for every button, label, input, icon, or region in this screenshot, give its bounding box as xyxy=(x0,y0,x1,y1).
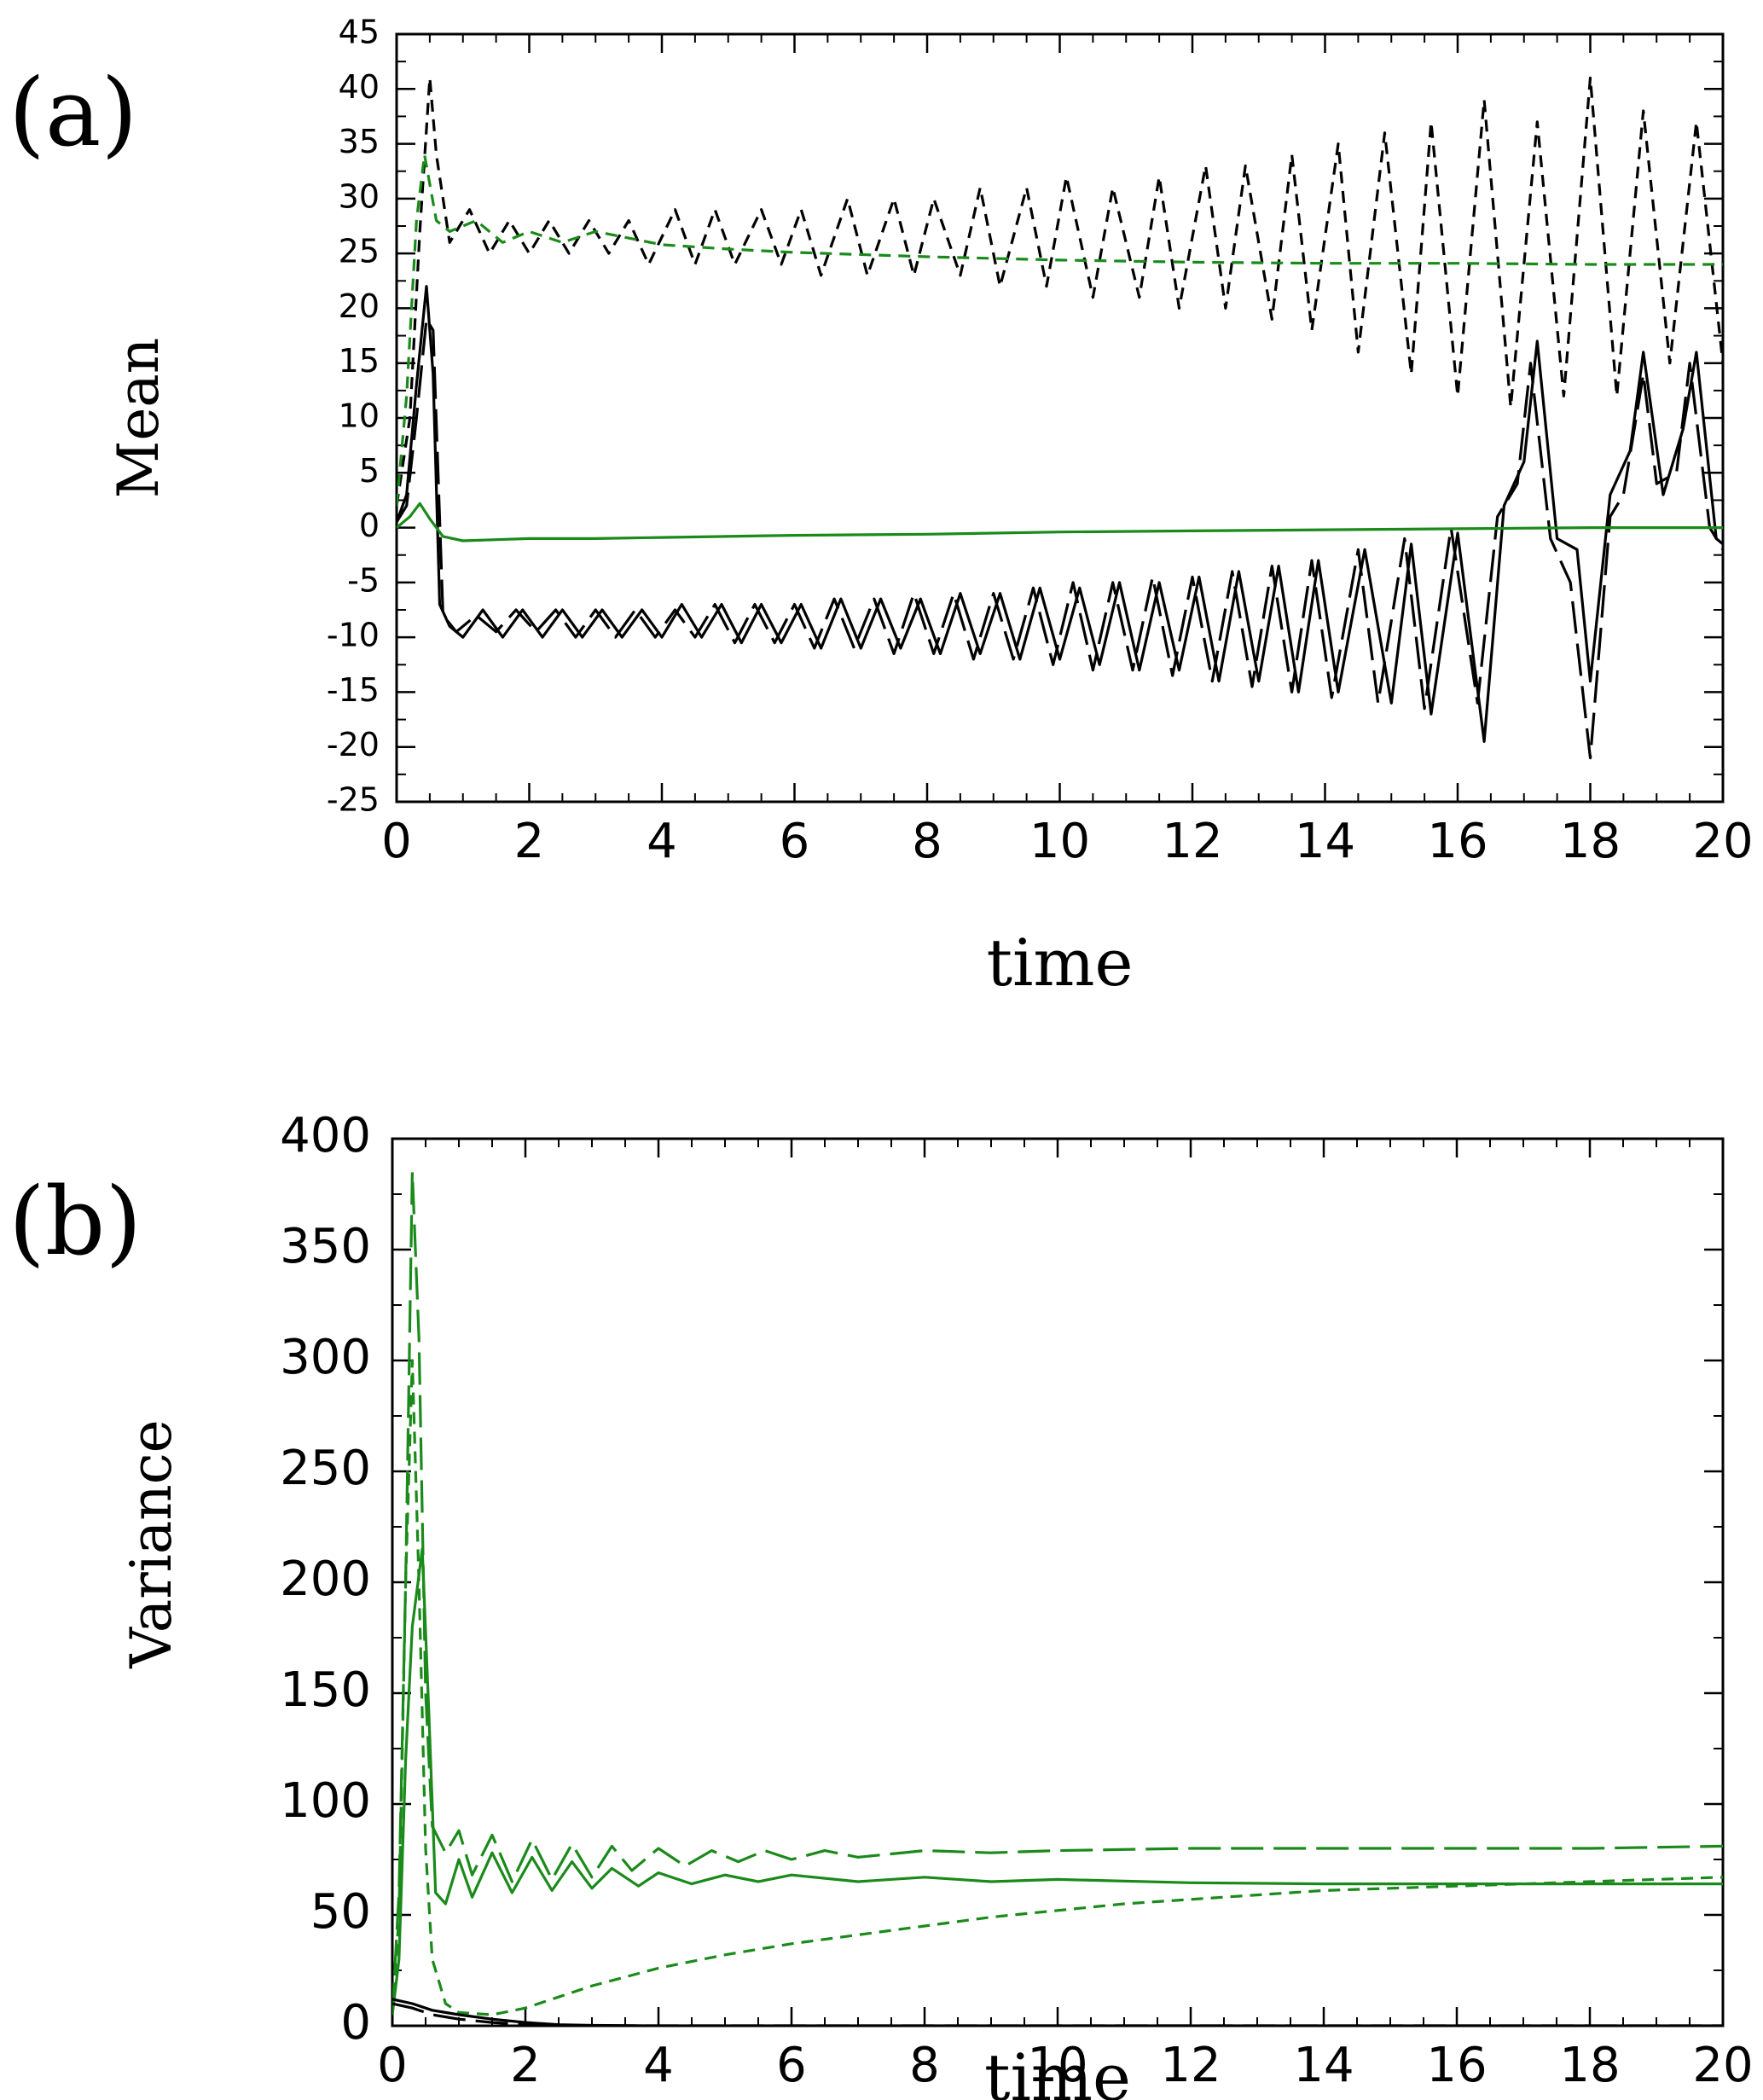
x-tick-label: 4 xyxy=(647,814,677,869)
x-tick-label: 14 xyxy=(1295,814,1355,869)
y-tick-label: -20 xyxy=(327,726,380,763)
x-tick-label: 14 xyxy=(1293,2038,1354,2093)
series-line-black-solid xyxy=(397,285,1723,743)
x-tick-label: 8 xyxy=(909,2038,940,2093)
x-axis-label: time xyxy=(984,2039,1131,2100)
y-tick-label: -15 xyxy=(327,671,380,709)
x-tick-label: 4 xyxy=(643,2038,674,2093)
x-tick-label: 0 xyxy=(377,2038,408,2093)
y-tick-label: 200 xyxy=(280,1552,371,1607)
x-tick-label: 12 xyxy=(1160,2038,1221,2093)
panel-a: -25 -20 -15 -10 -5 0 5 10 15 20 25 30 35 40 45 0 2 4 6 8 10 1… xyxy=(9,14,1754,1001)
y-axis-label: Variance xyxy=(119,1419,184,1669)
panel-label: (a) xyxy=(9,58,137,167)
x-tick-label: 18 xyxy=(1559,2038,1620,2093)
y-tick-label: 15 xyxy=(339,342,380,380)
plot-frame xyxy=(395,32,1725,803)
y-tick-label: -5 xyxy=(347,561,380,599)
x-tick-label: 16 xyxy=(1426,2038,1487,2093)
y-tick-label: 350 xyxy=(280,1219,371,1274)
series-line-green-short-dash xyxy=(397,153,1723,507)
y-tick-label: 25 xyxy=(339,233,380,270)
series-line-green-short-dash xyxy=(392,1359,1723,2016)
x-axis-label: time xyxy=(987,925,1134,1001)
series-line-black-short-dash xyxy=(397,76,1723,507)
series-line-black-long-dash xyxy=(392,2002,1723,2026)
series-group xyxy=(392,1170,1723,2026)
x-tick-label: 6 xyxy=(776,2038,807,2093)
y-tick-label: 40 xyxy=(339,68,380,106)
y-tick-label: 20 xyxy=(339,287,380,325)
y-tick-label: 45 xyxy=(339,14,380,51)
x-tick-label: 12 xyxy=(1162,814,1222,869)
y-tick-label: -25 xyxy=(327,781,380,819)
x-tick-label: 2 xyxy=(510,2038,541,2093)
series-group xyxy=(397,76,1723,760)
panel-label: (b) xyxy=(9,1167,142,1276)
x-tick-label: 20 xyxy=(1692,814,1753,869)
y-tick-label: 150 xyxy=(280,1662,371,1718)
x-tick-label: 10 xyxy=(1029,814,1090,869)
y-tick-label: 5 xyxy=(359,452,380,490)
plot-frame xyxy=(391,1137,1725,2027)
y-tick-label: 250 xyxy=(280,1441,371,1496)
series-line-green-solid xyxy=(392,1547,1723,2016)
y-tick-label: 50 xyxy=(310,1884,371,1940)
x-tick-label: 2 xyxy=(514,814,545,869)
series-line-green-long-dash xyxy=(392,1170,1723,2016)
y-tick-label: 10 xyxy=(339,397,380,435)
x-tick-label: 8 xyxy=(912,814,942,869)
x-tick-label: 18 xyxy=(1560,814,1621,869)
y-tick-label: 400 xyxy=(280,1108,371,1163)
y-tick-label: 100 xyxy=(280,1773,371,1829)
x-tick-label: 6 xyxy=(780,814,810,869)
x-tick-label: 16 xyxy=(1427,814,1488,869)
series-line-green-solid xyxy=(397,502,1723,542)
x-tick-label: 0 xyxy=(381,814,412,869)
y-tick-label: -10 xyxy=(327,617,380,654)
y-tick-label: 35 xyxy=(339,123,380,160)
y-tick-label: 30 xyxy=(339,177,380,215)
x-tick-label: 20 xyxy=(1692,2038,1753,2093)
x-tick-label: 10 xyxy=(1027,2038,1087,2093)
y-tick-label: 0 xyxy=(340,1995,371,2051)
y-axis-label: Mean xyxy=(106,338,171,499)
panel-b: 0 50 100 150 200 250 300 350 400 0 2 4 6 8 10 12 14 16 18 2… xyxy=(9,1108,1754,2100)
y-tick-label: 300 xyxy=(280,1330,371,1385)
y-tick-label: 0 xyxy=(359,507,380,544)
series-line-black-long-dash xyxy=(397,317,1723,760)
